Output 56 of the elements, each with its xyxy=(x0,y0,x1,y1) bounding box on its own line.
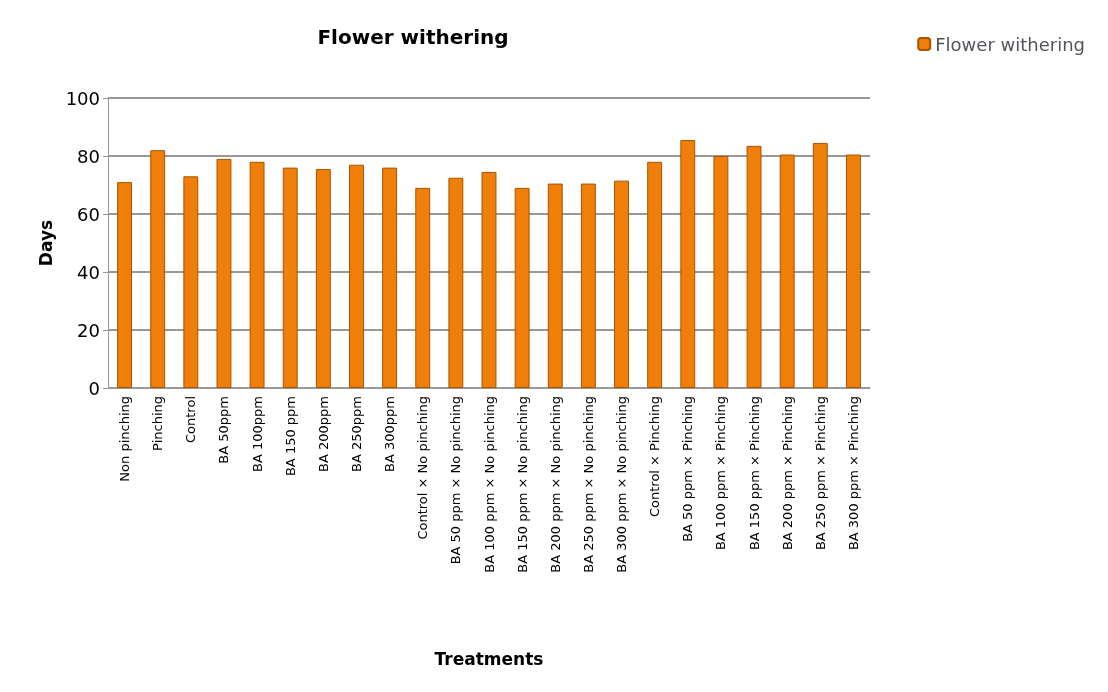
bar xyxy=(514,187,530,388)
x-tick-label: BA 250 ppm × No pinching xyxy=(580,396,596,573)
x-tick-label: BA 100 ppm × No pinching xyxy=(481,396,497,573)
y-tick-label: 60 xyxy=(77,203,100,225)
y-tick-label: 80 xyxy=(77,145,100,167)
bar xyxy=(614,180,629,388)
x-tick-label: Control xyxy=(183,396,199,443)
x-tick-label: BA 150 ppm × No pinching xyxy=(514,396,530,573)
x-tick-label: BA 150 ppm × Pinching xyxy=(746,396,762,551)
x-tick-label: BA 300 ppm × No pinching xyxy=(614,396,630,573)
x-tick-label: BA 50ppm xyxy=(216,396,232,464)
x-tick-label: BA 200 ppm × No pinching xyxy=(547,396,563,573)
bar xyxy=(183,176,199,388)
bar xyxy=(647,161,663,388)
x-tick-label: Non pinching xyxy=(117,396,133,482)
x-tick-label: BA 50 ppm × Pinching xyxy=(680,396,696,542)
y-tick-label: 40 xyxy=(77,261,100,283)
bar xyxy=(249,161,265,388)
x-tick-label: BA 300ppm xyxy=(382,396,398,472)
x-tick-label: BA 300 ppm × Pinching xyxy=(845,396,861,551)
bar xyxy=(315,169,331,388)
bar xyxy=(117,182,133,388)
bar xyxy=(150,150,166,388)
y-axis-title: Days xyxy=(36,219,57,267)
bar xyxy=(845,154,861,388)
x-tick-label: BA 100ppm xyxy=(249,396,265,472)
bar xyxy=(382,167,398,388)
chart-title: Flower withering xyxy=(317,25,509,49)
y-tick-label: 100 xyxy=(65,87,100,109)
bar xyxy=(282,167,298,388)
y-tick-label: 0 xyxy=(88,377,100,399)
x-tick-label: BA 250ppm xyxy=(348,396,364,472)
bar xyxy=(481,171,497,388)
x-tick-label: BA 200ppm xyxy=(315,396,331,472)
bar xyxy=(448,177,464,388)
x-tick-label: Pinching xyxy=(150,396,166,451)
x-tick-label: BA 250 ppm × Pinching xyxy=(812,396,828,551)
bar xyxy=(713,156,729,388)
x-tick-label: Control × Pinching xyxy=(647,396,663,518)
bar xyxy=(779,154,795,388)
y-tick-label: 20 xyxy=(77,319,100,341)
bar xyxy=(746,145,762,388)
bar xyxy=(680,140,696,388)
legend-label: Flower withering xyxy=(935,33,1086,55)
x-tick-label: BA 200 ppm × Pinching xyxy=(779,396,795,551)
bar xyxy=(812,142,828,388)
x-tick-label: BA 50 ppm × No pinching xyxy=(448,396,464,565)
bar xyxy=(349,164,364,388)
x-tick-label: BA 150 ppm xyxy=(282,396,298,477)
bar xyxy=(216,158,232,388)
x-axis-title: Treatments xyxy=(434,648,544,669)
x-tick-label: Control × No pinching xyxy=(415,396,431,540)
bar xyxy=(415,187,431,388)
x-tick-label: BA 100 ppm × Pinching xyxy=(713,396,729,551)
bar xyxy=(547,183,563,388)
bar xyxy=(580,183,596,388)
